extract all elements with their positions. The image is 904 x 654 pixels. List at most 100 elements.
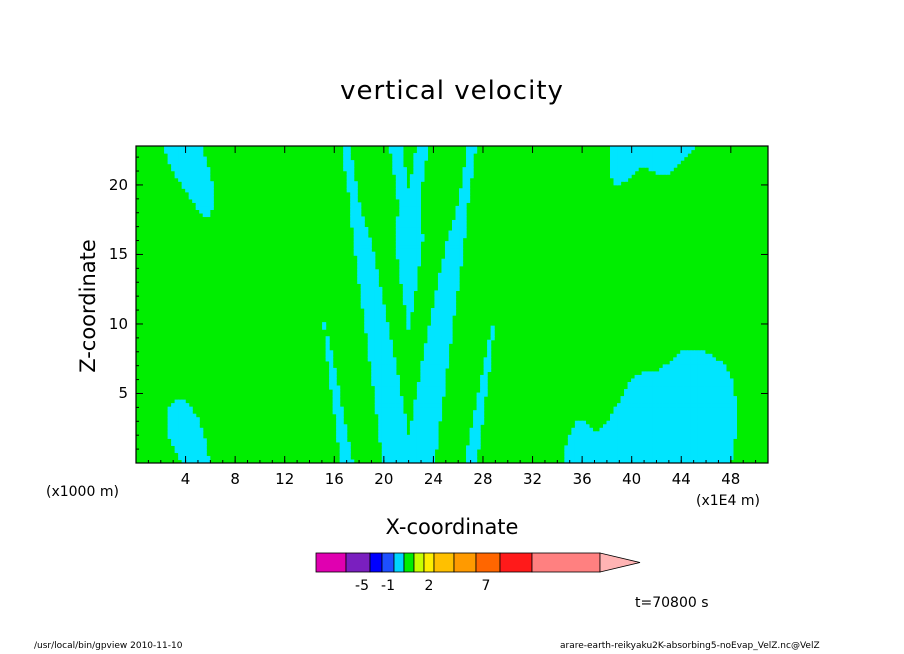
contour-cell	[620, 431, 625, 436]
contour-cell	[722, 378, 727, 383]
contour-cell	[652, 392, 657, 397]
contour-cell	[732, 399, 737, 404]
contour-cell	[416, 455, 421, 461]
contour-cell	[638, 420, 643, 425]
contour-cell	[690, 406, 695, 411]
contour-cell	[634, 427, 639, 432]
contour-cell	[195, 424, 200, 429]
contour-cell	[430, 406, 436, 411]
contour-cell	[381, 364, 386, 369]
contour-cell	[346, 146, 351, 151]
contour-cell	[209, 195, 214, 200]
contour-cell	[617, 163, 622, 168]
contour-cell	[413, 219, 418, 225]
contour-cell	[624, 448, 629, 454]
contour-cell	[402, 265, 407, 270]
contour-cell	[595, 431, 601, 436]
contour-cell	[655, 455, 660, 461]
contour-cell	[676, 452, 681, 457]
contour-cell	[683, 448, 688, 454]
contour-cell	[399, 269, 404, 274]
contour-cell	[466, 188, 471, 193]
contour-cell	[652, 153, 657, 158]
contour-cell	[413, 160, 418, 165]
contour-cell	[209, 191, 214, 196]
contour-cell	[406, 300, 411, 306]
contour-cell	[448, 255, 453, 260]
contour-cell	[487, 343, 492, 348]
contour-cell	[666, 403, 671, 408]
contour-cell	[185, 188, 190, 193]
contour-cell	[459, 227, 464, 232]
contour-cell	[455, 205, 460, 210]
contour-cell	[423, 448, 429, 454]
contour-cell	[613, 153, 618, 158]
contour-cell	[371, 367, 376, 373]
contour-cell	[367, 258, 372, 263]
contour-cell	[455, 255, 460, 260]
y-tick-label: 15	[108, 245, 128, 264]
contour-cell	[711, 452, 716, 457]
contour-cell	[659, 445, 664, 450]
contour-cell	[687, 353, 692, 358]
contour-cell	[676, 364, 681, 369]
contour-cell	[624, 441, 629, 446]
contour-cell	[199, 146, 204, 151]
contour-cell	[585, 434, 590, 439]
contour-cell	[409, 205, 414, 210]
contour-cell	[641, 385, 646, 390]
contour-cell	[343, 167, 348, 172]
contour-cell	[185, 445, 190, 450]
contour-cell	[174, 420, 179, 425]
contour-cell	[732, 420, 737, 425]
contour-cell	[613, 445, 618, 450]
contour-cell	[402, 459, 407, 463]
contour-cell	[469, 434, 474, 439]
contour-cell	[718, 438, 723, 443]
contour-cell	[329, 357, 334, 362]
contour-cell	[466, 174, 471, 179]
contour-cell	[631, 396, 636, 401]
contour-cell	[662, 160, 667, 165]
contour-cell	[645, 420, 650, 425]
contour-cell	[448, 339, 453, 344]
contour-cell	[357, 276, 362, 281]
contour-cell	[332, 371, 337, 376]
contour-cell	[683, 459, 688, 463]
contour-cell	[448, 258, 453, 263]
contour-cell	[399, 410, 404, 415]
contour-cell	[364, 227, 369, 232]
contour-cell	[662, 385, 667, 390]
contour-cell	[336, 385, 341, 390]
contour-cell	[645, 410, 650, 415]
contour-cell	[395, 241, 400, 246]
contour-cell	[413, 438, 418, 443]
contour-cell	[174, 438, 179, 443]
contour-cell	[195, 420, 200, 425]
contour-cell	[652, 427, 657, 432]
contour-cell	[174, 434, 179, 439]
contour-cell	[406, 188, 411, 193]
contour-cell	[371, 360, 376, 365]
contour-cell	[343, 459, 348, 463]
contour-cell	[452, 279, 457, 284]
contour-cell	[448, 230, 453, 235]
contour-cell	[725, 445, 730, 450]
contour-cell	[339, 455, 344, 461]
contour-cell	[437, 367, 443, 373]
contour-cell	[666, 167, 671, 172]
contour-cell	[729, 417, 734, 422]
contour-cell	[339, 431, 344, 436]
contour-cell	[420, 234, 425, 239]
contour-cell	[683, 374, 688, 380]
contour-cell	[206, 167, 211, 172]
contour-cell	[388, 378, 393, 383]
contour-cell	[427, 459, 432, 463]
contour-cell	[581, 441, 587, 446]
contour-cell	[574, 452, 579, 457]
contour-cell	[473, 146, 478, 151]
contour-cell	[690, 378, 695, 383]
contour-cell	[192, 441, 197, 446]
contour-cell	[406, 198, 411, 203]
contour-cell	[571, 427, 576, 432]
